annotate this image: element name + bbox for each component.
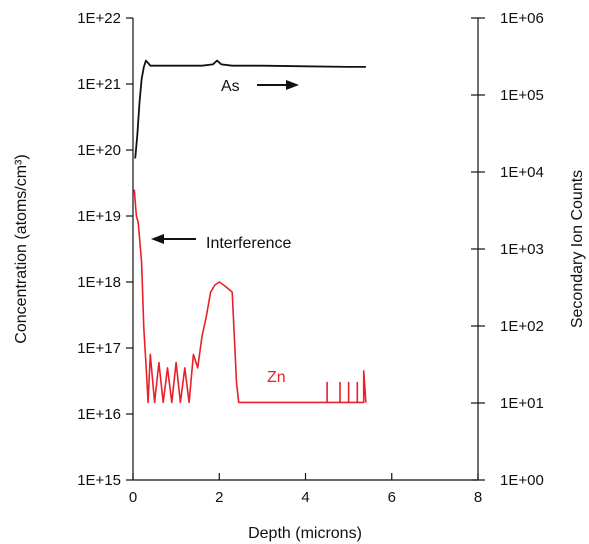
right-tick-label: 1E+01 [500,395,544,412]
left-tick-label: 1E+18 [77,274,121,291]
x-tick-label: 8 [474,489,482,506]
series-line-as [134,59,366,159]
interference-label: Interference [206,235,291,252]
right-tick-label: 1E+02 [500,318,544,335]
interference-arrow-icon [151,234,196,244]
left-tick-label: 1E+19 [77,208,121,225]
right-tick-label: 1E+00 [500,472,544,489]
as-arrow-icon [257,80,299,90]
right-tick-label: 1E+05 [500,87,544,104]
right-tick-label: 1E+06 [500,10,544,27]
x-tick-label: 0 [129,489,137,506]
right-axis-title: Secondary Ion Counts [569,170,586,328]
x-axis-title: Depth (microns) [248,525,362,542]
series-line-zn [133,189,367,404]
right-tick-label: 1E+03 [500,241,544,258]
left-axis-title: Concentration (atoms/cm³) [13,154,30,343]
left-tick-label: 1E+16 [77,406,121,423]
left-tick-label: 1E+17 [77,340,121,357]
x-tick-label: 2 [215,489,223,506]
x-axis-ticks: 0 2 4 6 8 [129,473,482,506]
right-axis-ticks: 1E+00 1E+01 1E+02 1E+03 1E+04 1E+05 1E+06 [471,10,544,489]
x-tick-label: 6 [388,489,396,506]
as-label: As [221,78,240,95]
left-tick-label: 1E+22 [77,10,121,27]
left-tick-label: 1E+20 [77,142,121,159]
right-tick-label: 1E+04 [500,164,544,181]
left-axis-ticks: 1E+15 1E+16 1E+17 1E+18 1E+19 1E+20 1E+21 1E+22 [77,10,133,489]
x-tick-label: 4 [301,489,309,506]
left-tick-label: 1E+15 [77,472,121,489]
series-layer [133,59,367,404]
zn-label: Zn [267,369,286,386]
left-tick-label: 1E+21 [77,76,121,93]
